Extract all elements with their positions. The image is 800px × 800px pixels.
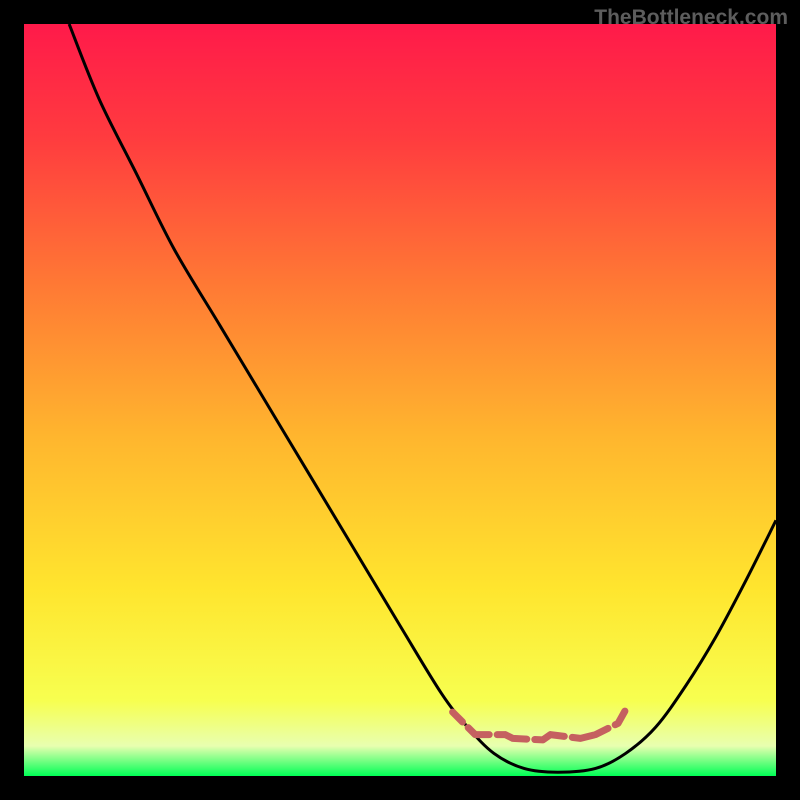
watermark-text: TheBottleneck.com — [594, 6, 788, 30]
chart-container: TheBottleneck.com — [0, 0, 800, 800]
curve-layer — [24, 24, 776, 776]
bottom-marks — [453, 710, 626, 740]
plot-area — [24, 24, 776, 776]
bottleneck-curve — [69, 24, 776, 772]
